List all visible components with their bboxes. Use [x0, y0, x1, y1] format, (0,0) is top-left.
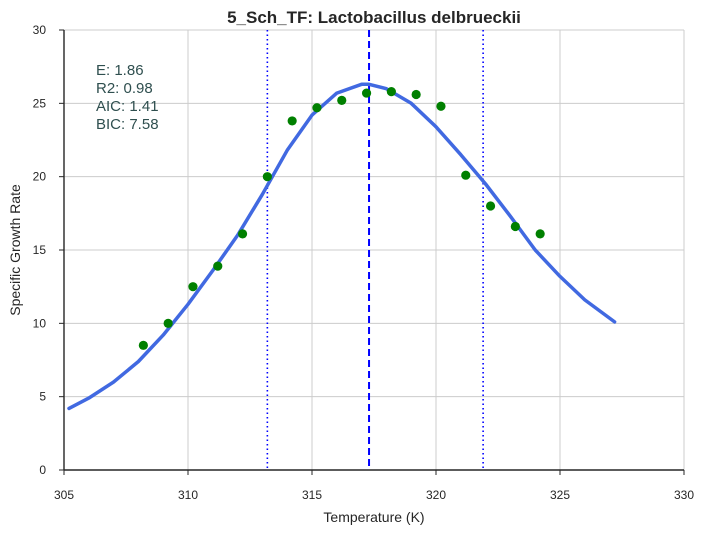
- data-point: [361, 88, 372, 98]
- fit-line: [67, 82, 617, 411]
- data-point: [163, 318, 173, 328]
- data-point: [312, 103, 322, 113]
- x-tick-label: 325: [550, 488, 570, 502]
- fit-curve: [67, 82, 617, 411]
- fit-statistic: AIC: 1.41: [96, 98, 159, 115]
- y-tick-label: 20: [33, 170, 47, 184]
- y-tick-label: 25: [33, 96, 47, 110]
- fit-statistic: E: 1.86: [96, 62, 144, 79]
- reference-lines: [266, 30, 484, 470]
- x-tick-label: 320: [426, 488, 446, 502]
- y-tick-label: 10: [33, 316, 47, 330]
- data-point: [535, 229, 545, 239]
- y-tick-label: 15: [33, 243, 47, 257]
- chart-title: 5_Sch_TF: Lactobacillus delbrueckii: [227, 8, 521, 27]
- x-tick-label: 305: [54, 488, 74, 502]
- data-point: [436, 101, 446, 111]
- data-point: [485, 201, 496, 211]
- x-tick-label: 330: [674, 488, 694, 502]
- tick-labels: 305 310 315 320 325 330 0 5 10 15 20 25 30: [33, 23, 695, 502]
- y-tick-label: 5: [39, 390, 46, 404]
- x-tick-label: 315: [302, 488, 322, 502]
- x-tick-label: 310: [178, 488, 198, 502]
- data-point: [287, 116, 297, 126]
- data-point: [237, 229, 248, 239]
- data-point: [337, 95, 347, 105]
- x-axis-title: Temperature (K): [323, 509, 424, 525]
- y-axis-title: Specific Growth Rate: [7, 184, 23, 316]
- y-tick-label: 0: [39, 463, 46, 477]
- fit-statistic: BIC: 7.58: [96, 116, 159, 133]
- data-point: [411, 89, 421, 100]
- data-point: [386, 87, 396, 97]
- data-points: [138, 87, 545, 350]
- data-point: [510, 221, 520, 232]
- fit-statistic: R2: 0.98: [96, 80, 153, 97]
- data-point: [461, 170, 471, 180]
- grid: [64, 29, 685, 470]
- data-point: [213, 261, 223, 271]
- y-tick-label: 30: [33, 23, 47, 37]
- data-point: [188, 282, 198, 292]
- data-point: [262, 172, 272, 182]
- data-point: [138, 340, 148, 350]
